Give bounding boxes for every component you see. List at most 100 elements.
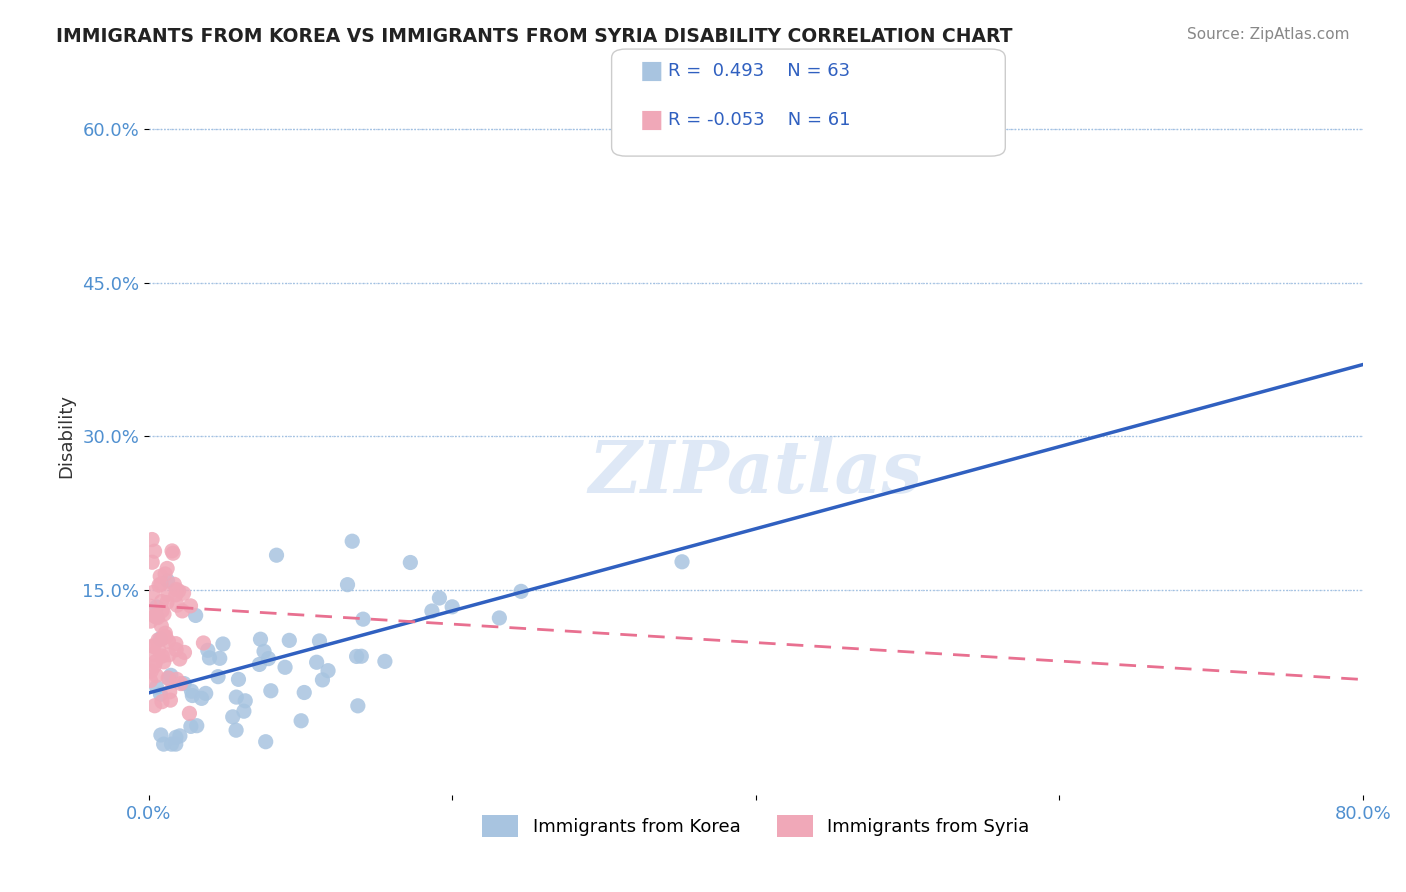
Point bbox=[316, 664, 339, 678]
Point bbox=[141, 533, 163, 547]
Point bbox=[153, 607, 176, 621]
Text: IMMIGRANTS FROM KOREA VS IMMIGRANTS FROM SYRIA DISABILITY CORRELATION CHART: IMMIGRANTS FROM KOREA VS IMMIGRANTS FROM… bbox=[56, 27, 1012, 45]
Point bbox=[346, 649, 368, 664]
Point bbox=[232, 704, 254, 718]
Point bbox=[352, 612, 374, 626]
Point bbox=[143, 609, 166, 624]
Point bbox=[145, 610, 167, 624]
Point bbox=[308, 634, 330, 648]
Point bbox=[225, 690, 247, 704]
Point bbox=[247, 657, 270, 672]
Point bbox=[172, 604, 194, 618]
Point bbox=[228, 673, 250, 687]
Point bbox=[399, 556, 422, 570]
Point bbox=[145, 668, 167, 682]
Point bbox=[145, 655, 167, 669]
Point bbox=[311, 673, 333, 687]
Point bbox=[347, 698, 370, 713]
Y-axis label: Disability: Disability bbox=[58, 394, 75, 478]
Point bbox=[156, 587, 179, 601]
Text: ■: ■ bbox=[640, 109, 664, 132]
Text: ZIPatlas: ZIPatlas bbox=[589, 437, 922, 508]
Point bbox=[160, 737, 183, 751]
Point bbox=[170, 676, 193, 690]
Point bbox=[927, 121, 949, 136]
Point bbox=[149, 577, 172, 591]
Point bbox=[146, 632, 169, 647]
Point bbox=[143, 544, 166, 558]
Point bbox=[149, 728, 172, 742]
Point bbox=[190, 691, 212, 706]
Point bbox=[150, 632, 173, 646]
Point bbox=[165, 637, 187, 651]
Point bbox=[181, 689, 204, 703]
Point bbox=[197, 643, 219, 657]
Point bbox=[159, 693, 181, 707]
Point bbox=[153, 630, 176, 644]
Point bbox=[180, 684, 202, 698]
Point bbox=[143, 647, 166, 661]
Point bbox=[153, 655, 176, 669]
Point bbox=[149, 687, 172, 701]
Point bbox=[155, 630, 177, 644]
Point bbox=[150, 648, 173, 663]
Point bbox=[150, 594, 173, 608]
Point bbox=[160, 544, 183, 558]
Point bbox=[165, 582, 187, 597]
Point bbox=[184, 608, 207, 623]
Point bbox=[233, 694, 256, 708]
Point bbox=[139, 599, 162, 614]
Point bbox=[173, 586, 195, 600]
Point bbox=[159, 685, 181, 699]
Point bbox=[156, 595, 179, 609]
Point bbox=[225, 723, 247, 738]
Point bbox=[305, 655, 328, 669]
Point bbox=[157, 634, 180, 648]
Point bbox=[143, 659, 166, 673]
Point bbox=[249, 632, 271, 647]
Text: R =  0.493    N = 63: R = 0.493 N = 63 bbox=[668, 62, 851, 80]
Point bbox=[150, 695, 173, 709]
Point bbox=[150, 604, 173, 618]
Point bbox=[198, 651, 221, 665]
Point bbox=[169, 729, 191, 743]
Point bbox=[165, 642, 187, 657]
Text: R = -0.053    N = 61: R = -0.053 N = 61 bbox=[668, 112, 851, 129]
Point bbox=[420, 604, 443, 618]
Point bbox=[166, 673, 188, 687]
Point bbox=[179, 706, 201, 721]
Point bbox=[157, 672, 180, 686]
Point bbox=[160, 668, 183, 682]
Point bbox=[173, 645, 195, 659]
Point bbox=[148, 578, 170, 592]
Point bbox=[156, 574, 179, 588]
Point bbox=[146, 610, 169, 624]
Point bbox=[222, 710, 245, 724]
Point bbox=[336, 577, 359, 591]
Point bbox=[139, 673, 162, 688]
Legend: Immigrants from Korea, Immigrants from Syria: Immigrants from Korea, Immigrants from S… bbox=[475, 807, 1036, 844]
Point bbox=[165, 588, 187, 602]
Point bbox=[193, 636, 215, 650]
Point bbox=[510, 584, 533, 599]
Point bbox=[266, 548, 288, 562]
Point bbox=[141, 664, 163, 678]
Point bbox=[143, 698, 166, 713]
Point bbox=[152, 737, 174, 751]
Point bbox=[139, 614, 162, 628]
Point bbox=[142, 585, 165, 599]
Point bbox=[150, 619, 173, 633]
Point bbox=[169, 652, 191, 666]
Point bbox=[212, 637, 235, 651]
Point bbox=[148, 642, 170, 657]
Point bbox=[155, 626, 177, 640]
Point bbox=[157, 648, 180, 662]
Point bbox=[157, 671, 180, 685]
Point bbox=[162, 546, 184, 560]
Point bbox=[145, 680, 167, 694]
Point bbox=[180, 719, 202, 733]
Point bbox=[274, 660, 297, 674]
Point bbox=[671, 555, 693, 569]
Point bbox=[149, 632, 172, 646]
Point bbox=[290, 714, 312, 728]
